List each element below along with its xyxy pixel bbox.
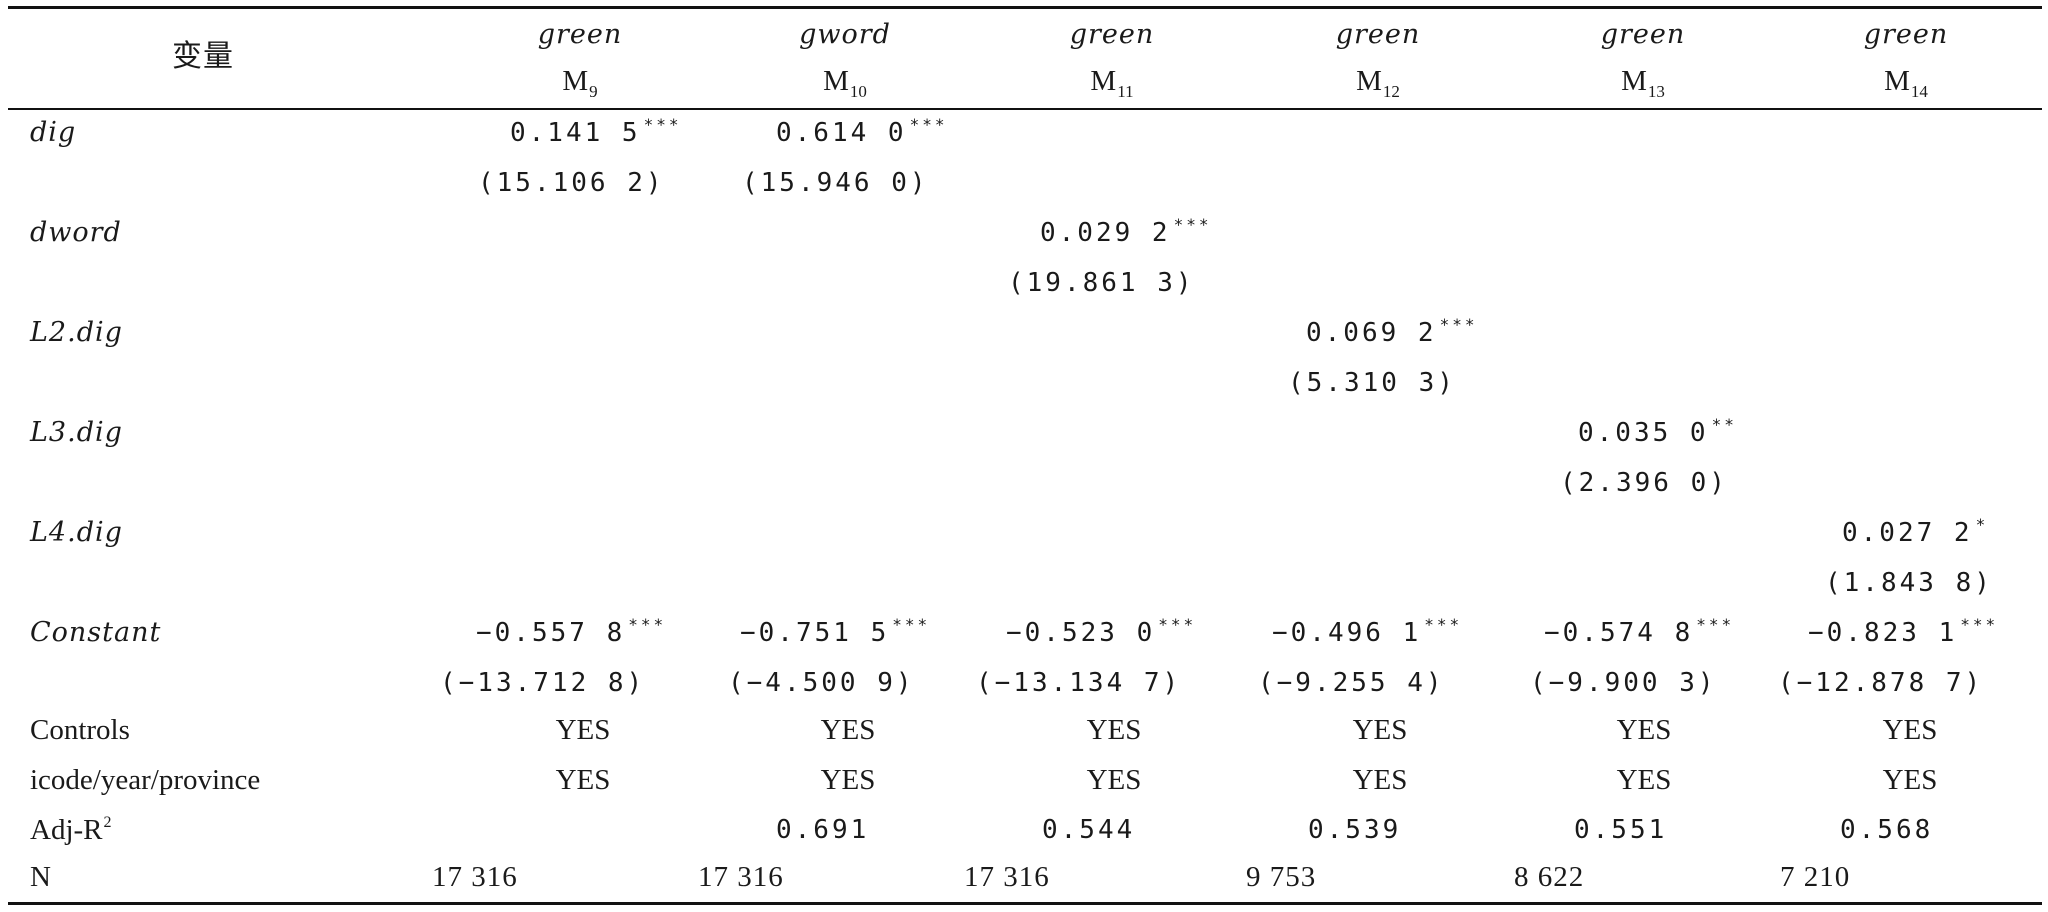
- cell-adjr2-m13: 0.551: [1574, 815, 1668, 845]
- cell-n-m10: 17 316: [698, 861, 784, 893]
- column-5-model: M13: [1621, 65, 1665, 101]
- cell-constant-m14-tstat: (−12.878 7): [1778, 668, 1984, 698]
- cell-constant-m11: −0.523 0 ***: [1006, 615, 1197, 648]
- row-label-l3-dig: L3.dig: [30, 417, 123, 448]
- cell-n-m13: 8 622: [1514, 861, 1585, 893]
- cell-n-m9: 17 316: [432, 861, 518, 893]
- cell-dig-m9: 0.141 5 ***: [510, 115, 682, 148]
- cell-dword-m11-tstat: (19.861 3): [1008, 268, 1195, 298]
- row-label-l2-dig: L2.dig: [30, 317, 123, 348]
- cell-constant-m13-tstat: (−9.900 3): [1530, 668, 1717, 698]
- cell-constant-m14: −0.823 1 ***: [1808, 615, 1999, 648]
- row-label-dig: dig: [30, 117, 77, 148]
- cell-n-m11: 17 316: [964, 861, 1050, 893]
- cell-fe-m9: YES: [555, 764, 611, 796]
- cell-constant-m10-tstat: (−4.500 9): [728, 668, 915, 698]
- row-label-controls: Controls: [30, 714, 130, 746]
- column-6-dependent-variable: green: [1863, 19, 1949, 50]
- cell-l4dig-m14-tstat: (1.843 8): [1825, 568, 1993, 598]
- cell-fe-m13: YES: [1616, 764, 1672, 796]
- cell-constant-m9: −0.557 8 ***: [476, 615, 667, 648]
- variable-header: 变量: [172, 39, 234, 74]
- bottom-rule: [8, 902, 2042, 905]
- row-label-constant: Constant: [30, 617, 162, 648]
- cell-adjr2-m10: 0.691: [776, 815, 870, 845]
- column-6-model: M14: [1884, 65, 1928, 101]
- cell-constant-m11-tstat: (−13.134 7): [976, 668, 1182, 698]
- top-rule: [8, 6, 2042, 9]
- cell-controls-m11: YES: [1086, 714, 1142, 746]
- cell-adjr2-m11: 0.544: [1042, 815, 1136, 845]
- cell-fe-m10: YES: [820, 764, 876, 796]
- cell-controls-m14: YES: [1882, 714, 1938, 746]
- column-3-model: M11: [1090, 65, 1134, 101]
- cell-l2dig-m12-tstat: (5.310 3): [1288, 368, 1456, 398]
- header-rule: [8, 108, 2042, 110]
- column-5-dependent-variable: green: [1600, 19, 1686, 50]
- column-1-dependent-variable: green: [537, 19, 623, 50]
- cell-l4dig-m14: 0.027 2 *: [1842, 515, 1989, 548]
- cell-constant-m12-tstat: (−9.255 4): [1258, 668, 1445, 698]
- column-1-model: M9: [562, 65, 598, 101]
- column-2-model: M10: [823, 65, 867, 101]
- cell-fe-m14: YES: [1882, 764, 1938, 796]
- cell-fe-m11: YES: [1086, 764, 1142, 796]
- column-4-model: M12: [1356, 65, 1400, 101]
- column-3-dependent-variable: green: [1069, 19, 1155, 50]
- cell-dword-m11: 0.029 2 ***: [1040, 215, 1212, 248]
- row-label-fixed-effects: icode/year/province: [30, 764, 261, 796]
- column-4-dependent-variable: green: [1335, 19, 1421, 50]
- cell-l3dig-m13: 0.035 0 **: [1578, 415, 1737, 448]
- cell-n-m12: 9 753: [1246, 861, 1317, 893]
- cell-n-m14: 7 210: [1780, 861, 1851, 893]
- row-label-l4-dig: L4.dig: [30, 517, 123, 548]
- row-label-n: N: [30, 861, 51, 893]
- cell-constant-m12: −0.496 1 ***: [1272, 615, 1463, 648]
- row-label-dword: dword: [30, 217, 122, 248]
- cell-l2dig-m12: 0.069 2 ***: [1306, 315, 1478, 348]
- cell-dig-m9-tstat: (15.106 2): [478, 168, 665, 198]
- cell-controls-m10: YES: [820, 714, 876, 746]
- cell-controls-m13: YES: [1616, 714, 1672, 746]
- cell-dig-m10: 0.614 0 ***: [776, 115, 948, 148]
- cell-adjr2-m14: 0.568: [1840, 815, 1934, 845]
- column-2-dependent-variable: gword: [799, 19, 891, 50]
- cell-l3dig-m13-tstat: (2.396 0): [1560, 468, 1728, 498]
- cell-constant-m10: −0.751 5 ***: [740, 615, 931, 648]
- cell-fe-m12: YES: [1352, 764, 1408, 796]
- cell-constant-m9-tstat: (−13.712 8): [440, 668, 646, 698]
- cell-controls-m9: YES: [555, 714, 611, 746]
- row-label-adj-r2: Adj-R2: [30, 814, 112, 846]
- cell-controls-m12: YES: [1352, 714, 1408, 746]
- cell-adjr2-m12: 0.539: [1308, 815, 1402, 845]
- cell-constant-m13: −0.574 8 ***: [1544, 615, 1735, 648]
- cell-dig-m10-tstat: (15.946 0): [742, 168, 929, 198]
